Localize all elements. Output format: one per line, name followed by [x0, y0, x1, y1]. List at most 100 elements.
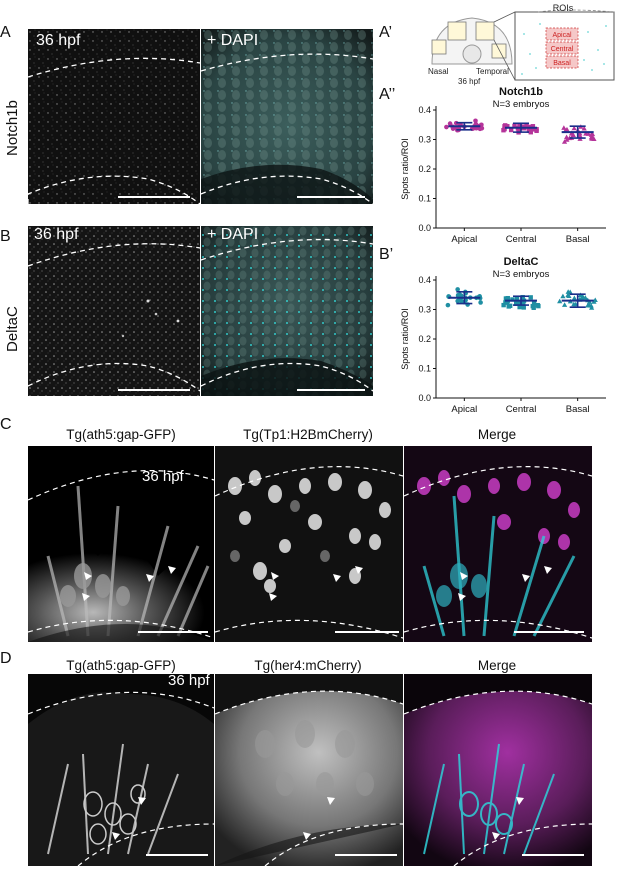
y-tick-label: 0.0: [418, 393, 431, 403]
panel-d-her4-scale-bar: [335, 854, 397, 856]
data-point: [534, 128, 539, 134]
panel-d-her4-image: [215, 674, 403, 866]
panel-a-overlay-label: + DAPI: [207, 32, 259, 49]
panel-d-merge-image: [404, 674, 592, 866]
data-point: [530, 303, 535, 309]
panel-label-a: A: [0, 24, 11, 41]
panel-a-grayscale-image: 36 hpf: [28, 29, 200, 204]
panel-d-gfp-scale-bar: [146, 854, 208, 856]
data-point: [514, 301, 519, 306]
chart-notch1b: Notch1b N=3 embryos 0.0 0.1 0.2 0.3 0.4 Spots r…: [380, 86, 616, 246]
data-point: [581, 125, 587, 131]
data-point: [528, 295, 533, 300]
panel-label-c: C: [0, 416, 12, 433]
panel-c-tp1-scale-bar: [335, 631, 399, 633]
panel-b-scale-bar: [118, 389, 190, 391]
chart-deltac: DeltaC N=3 embryos 0.0 0.1 0.2 0.3 0.4 Spots ra…: [380, 256, 616, 416]
data-point: [512, 123, 517, 129]
data-point: [521, 300, 526, 306]
chart-subtitle: N=3 embryos: [493, 99, 550, 110]
schematic-temporal: Temporal: [476, 67, 509, 76]
y-tick-label: 0.2: [418, 164, 431, 174]
data-point: [561, 139, 568, 144]
data-point: [517, 123, 523, 129]
data-point: [444, 124, 449, 130]
panel-b-overlay-label: + DAPI: [207, 226, 259, 243]
schematic-roi-central: Central: [551, 46, 574, 53]
panel-c-title-merge: Merge: [477, 427, 517, 442]
data-point: [506, 304, 511, 309]
data-point: [585, 131, 592, 136]
data-point: [530, 124, 536, 129]
x-tick-label: Apical: [451, 404, 477, 415]
row-label-notch1b: Notch1b: [4, 100, 21, 156]
data-point: [517, 300, 522, 305]
panel-b-stage-label: 36 hpf: [34, 226, 79, 243]
panel-c-stage-label: 36 hpf: [142, 468, 184, 485]
data-point: [502, 126, 507, 132]
data-point: [455, 287, 460, 292]
panel-label-b: B: [0, 228, 11, 245]
y-tick-label: 0.1: [418, 364, 431, 374]
panel-d-stage-label: 36 hpf: [168, 674, 210, 689]
data-point: [510, 297, 515, 302]
x-tick-label: Apical: [451, 234, 477, 245]
data-point: [503, 300, 508, 305]
schematic-roi-basal: Basal: [553, 60, 571, 67]
panel-d-gfp-image: 36 hpf: [28, 674, 214, 866]
panel-b-dapi-scale-bar: [297, 389, 365, 391]
data-point: [508, 127, 514, 133]
y-axis-label: Spots ratio/ROI: [400, 138, 410, 200]
y-tick-label: 0.3: [418, 135, 431, 145]
data-point: [459, 299, 464, 304]
panel-b-dapi-image: + DAPI: [201, 226, 373, 396]
data-point: [478, 300, 483, 305]
data-point: [445, 302, 451, 308]
y-tick-label: 0.4: [418, 105, 431, 115]
x-tick-label: Basal: [566, 234, 590, 245]
data-point: [561, 125, 567, 130]
row-label-deltac: DeltaC: [4, 306, 21, 352]
y-axis-label: Spots ratio/ROI: [400, 308, 410, 370]
panel-a-dapi-scale-bar: [297, 196, 365, 198]
roi-schematic-drawing: ROIs Apical Central Basal Nasal Temporal…: [428, 3, 615, 86]
panel-c-gfp-image: 36 hpf: [28, 446, 214, 642]
data-point: [560, 293, 566, 299]
schematic-rois-title: ROIs: [553, 4, 574, 13]
x-tick-label: Basal: [566, 404, 590, 415]
panel-label-a-prime: A’: [379, 24, 393, 41]
schematic-stage: 36 hpf: [458, 77, 481, 86]
panel-c-merge-image: [404, 446, 592, 642]
data-point: [531, 301, 537, 306]
chart-title: DeltaC: [504, 256, 539, 268]
data-point: [455, 298, 460, 304]
data-point: [591, 299, 597, 304]
panel-a-scale-bar: [118, 196, 190, 198]
x-tick-label: Central: [506, 234, 537, 245]
y-tick-label: 0.0: [418, 223, 431, 233]
y-tick-label: 0.4: [418, 275, 431, 285]
data-point: [557, 298, 563, 304]
panel-d-title-her4: Tg(her4:mCherry): [254, 658, 362, 673]
x-tick-label: Central: [506, 404, 537, 415]
data-point: [505, 295, 510, 301]
data-point: [447, 121, 453, 126]
data-point: [562, 302, 568, 307]
schematic-nasal: Nasal: [428, 67, 449, 76]
data-point: [505, 124, 510, 129]
panel-c-tp1-image: [215, 446, 403, 642]
data-point: [571, 295, 577, 301]
data-point: [517, 304, 522, 310]
panel-c-gfp-scale-bar: [138, 631, 208, 633]
data-point: [566, 293, 572, 298]
y-tick-label: 0.1: [418, 194, 431, 204]
y-tick-label: 0.3: [418, 305, 431, 315]
panel-label-a-double-prime: A’’: [379, 86, 396, 103]
data-point: [564, 137, 570, 142]
panel-a-dapi-image: + DAPI: [201, 29, 373, 204]
panel-b-grayscale-image: 36 hpf: [28, 226, 200, 396]
data-point: [473, 118, 478, 124]
data-point: [563, 134, 570, 140]
